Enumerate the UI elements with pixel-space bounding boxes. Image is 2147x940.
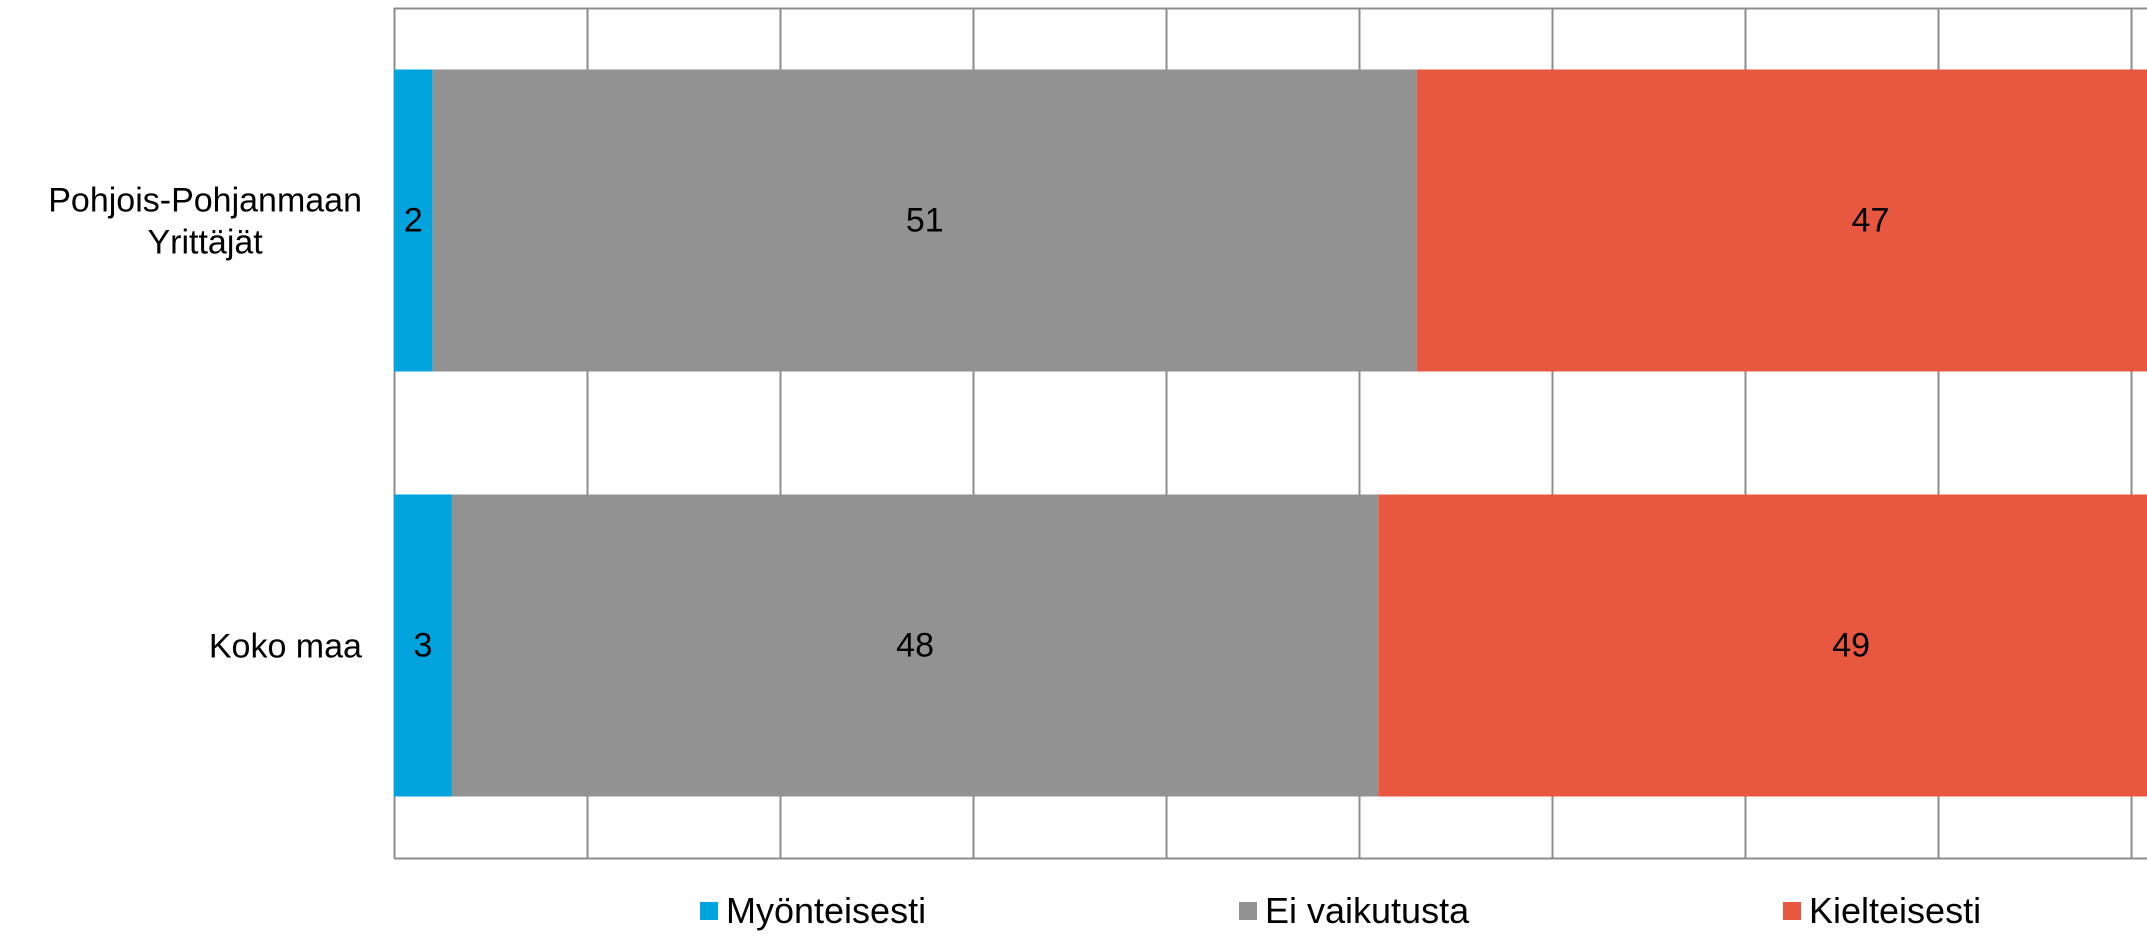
- bar-segment: [432, 69, 1417, 372]
- legend-item: Myönteisesti: [700, 890, 926, 932]
- legend-swatch: [1239, 902, 1257, 920]
- data-label: 47: [1852, 202, 1890, 240]
- chart-category-labels: Pohjois-Pohjanmaan Yrittäjät Koko maa: [48, 182, 362, 666]
- chart-bars: [394, 69, 2147, 797]
- category-label: Koko maa: [209, 628, 362, 666]
- data-label: 2: [404, 202, 423, 240]
- legend-swatch: [700, 902, 718, 920]
- legend-item: Kielteisesti: [1783, 890, 1981, 932]
- chart-legend: Myönteisesti Ei vaikutusta Kielteisesti: [0, 890, 2147, 940]
- data-label: 49: [1832, 627, 1870, 665]
- data-label: 48: [896, 627, 934, 665]
- bar-segment: [451, 494, 1379, 797]
- bar-segment: [1378, 494, 2147, 797]
- data-label: 51: [906, 202, 944, 240]
- data-label: 3: [413, 627, 432, 665]
- bar-segment: [1416, 69, 2147, 372]
- bar-segment: [394, 494, 452, 797]
- chart-value-labels: 2 51 47 3 48 49: [404, 202, 1890, 665]
- legend-swatch: [1783, 902, 1801, 920]
- legend-label: Myönteisesti: [726, 890, 927, 931]
- bar-segment: [394, 69, 433, 372]
- legend-item: Ei vaikutusta: [1239, 890, 1469, 932]
- legend-label: Kielteisesti: [1809, 890, 1982, 931]
- category-label: Pohjois-Pohjanmaan Yrittäjät: [48, 182, 362, 262]
- legend-label: Ei vaikutusta: [1265, 890, 1470, 931]
